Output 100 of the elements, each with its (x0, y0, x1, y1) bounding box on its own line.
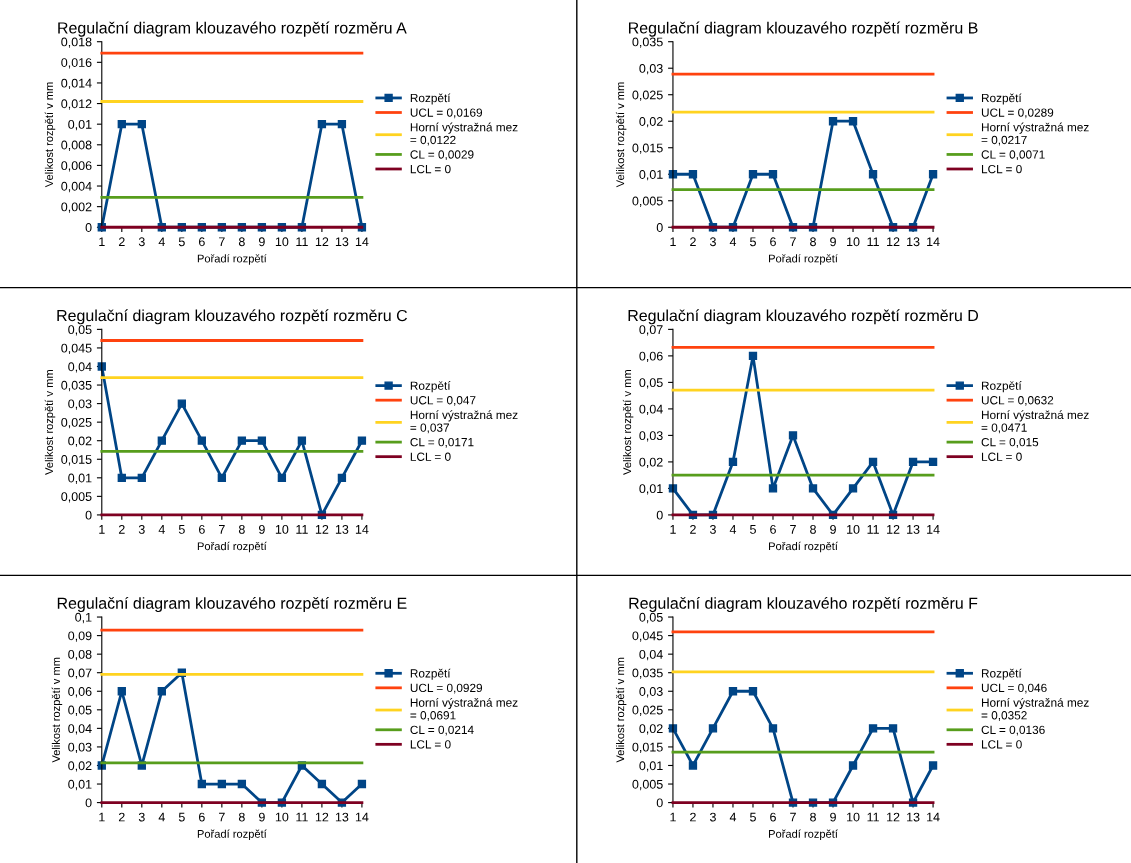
point (808, 484, 818, 493)
point (908, 457, 918, 467)
x-tick-label: 11 (867, 237, 879, 247)
y-tick-label: 0,03 (639, 431, 663, 442)
x-tick-label: 10 (275, 524, 289, 534)
point (197, 779, 207, 789)
point (748, 170, 758, 179)
point (157, 687, 166, 696)
point (768, 170, 778, 179)
x-tick-label: 2 (690, 524, 696, 534)
x-tick-label: 5 (178, 525, 185, 534)
y-tick-label: 0,05 (68, 705, 92, 716)
y-tick-label: 0,02 (639, 724, 663, 735)
y-tick-label: 0,01 (68, 119, 92, 131)
chart-title: Regulační diagram klouzavého rozpětí rozměru B (628, 21, 978, 37)
point (768, 724, 778, 733)
y-tick-label: 0,04 (68, 724, 92, 735)
x-tick-label: 8 (238, 524, 245, 534)
x-tick-label: 3 (138, 237, 145, 247)
x-tick-label: 5 (178, 237, 185, 247)
y-tick-label: 0,035 (632, 37, 663, 48)
x-tick-label: 14 (927, 237, 940, 247)
point (848, 484, 858, 493)
x-axis-title: Pořadí rozpětí (197, 829, 267, 841)
legend-label: CL = 0,015 (981, 438, 1039, 448)
x-tick-label: 2 (118, 237, 125, 247)
y-tick-label: 0,03 (68, 742, 92, 754)
point (848, 117, 858, 126)
x-tick-label: 4 (729, 237, 737, 247)
x-tick-label: 6 (199, 524, 205, 534)
legend-label: UCL = 0,047 (410, 396, 476, 406)
x-tick-label: 5 (750, 812, 756, 822)
x-axis-title: Pořadí rozpětí (197, 541, 267, 553)
point (217, 779, 227, 789)
x-tick-label: 1 (670, 237, 676, 247)
legend-label: LCL = 0 (410, 740, 451, 749)
x-tick-label: 1 (670, 525, 676, 534)
point (748, 351, 758, 361)
x-tick-label: 10 (847, 524, 860, 534)
legend-label: UCL = 0,046 (981, 683, 1047, 694)
x-tick-label: 5 (178, 812, 185, 822)
x-tick-label: 8 (810, 237, 816, 247)
x-tick-label: 7 (219, 812, 225, 822)
x-tick-label: 4 (729, 812, 737, 822)
y-tick-label: 0,015 (632, 143, 663, 154)
x-tick-label: 12 (887, 812, 900, 822)
y-tick-label: 0,01 (639, 170, 663, 181)
x-tick-label: 11 (867, 525, 879, 534)
x-tick-label: 12 (315, 812, 329, 822)
point (277, 473, 287, 482)
x-tick-label: 12 (315, 524, 329, 534)
x-tick-label: 11 (296, 237, 308, 247)
x-tick-label: 1 (99, 812, 105, 822)
y-tick-label: 0,006 (61, 161, 92, 172)
point (197, 436, 207, 445)
y-tick-label: 0,03 (639, 687, 663, 698)
x-tick-label: 8 (810, 812, 816, 822)
y-tick-label: 0,005 (61, 492, 92, 503)
x-tick-label: 7 (790, 237, 796, 247)
x-tick-label: 13 (335, 237, 349, 247)
legend-label: Rozpětí (410, 381, 451, 393)
x-tick-label: 13 (335, 524, 349, 534)
y-axis-title: Velikost rozpětí v mm (615, 82, 627, 188)
x-tick-label: 4 (158, 812, 165, 822)
y-tick-label: 0,02 (68, 761, 92, 772)
x-tick-label: 13 (907, 237, 920, 247)
legend-label: Rozpětí (410, 668, 451, 680)
x-tick-label: 14 (355, 237, 369, 247)
point (237, 436, 247, 445)
x-axis-title: Pořadí rozpětí (769, 254, 838, 265)
x-tick-label: 13 (907, 524, 920, 534)
legend-label: CL = 0,0171 (410, 438, 474, 448)
x-tick-label: 4 (158, 237, 165, 247)
x-tick-label: 6 (770, 812, 776, 822)
y-tick-label: 0,035 (61, 380, 92, 392)
x-tick-label: 11 (296, 812, 308, 822)
x-tick-label: 8 (238, 237, 245, 247)
x-tick-label: 3 (138, 812, 145, 822)
y-tick-label: 0,06 (68, 687, 92, 698)
point (688, 170, 698, 179)
x-tick-label: 4 (158, 525, 165, 534)
y-tick-label: 0,04 (639, 649, 663, 661)
legend-label: Rozpětí (981, 381, 1022, 393)
y-tick-label: 0 (85, 223, 92, 232)
x-tick-label: 3 (138, 524, 145, 534)
point (337, 473, 347, 482)
legend-label: LCL = 0 (981, 164, 1022, 174)
x-tick-label: 12 (315, 237, 329, 247)
y-tick-label: 0,03 (68, 399, 92, 410)
legend-label: UCL = 0,0289 (981, 108, 1054, 119)
x-tick-label: 9 (258, 812, 265, 822)
x-tick-label: 9 (830, 237, 836, 247)
y-tick-label: 0,04 (68, 362, 92, 373)
x-tick-label: 13 (907, 812, 920, 822)
y-tick-label: 0,05 (639, 378, 663, 389)
y-tick-label: 0,03 (639, 64, 663, 75)
x-tick-label: 10 (847, 237, 860, 247)
point (868, 457, 878, 467)
y-tick-label: 0,012 (61, 99, 92, 110)
chart-title: Regulační diagram klouzavého rozpětí rozměru D (628, 309, 979, 325)
